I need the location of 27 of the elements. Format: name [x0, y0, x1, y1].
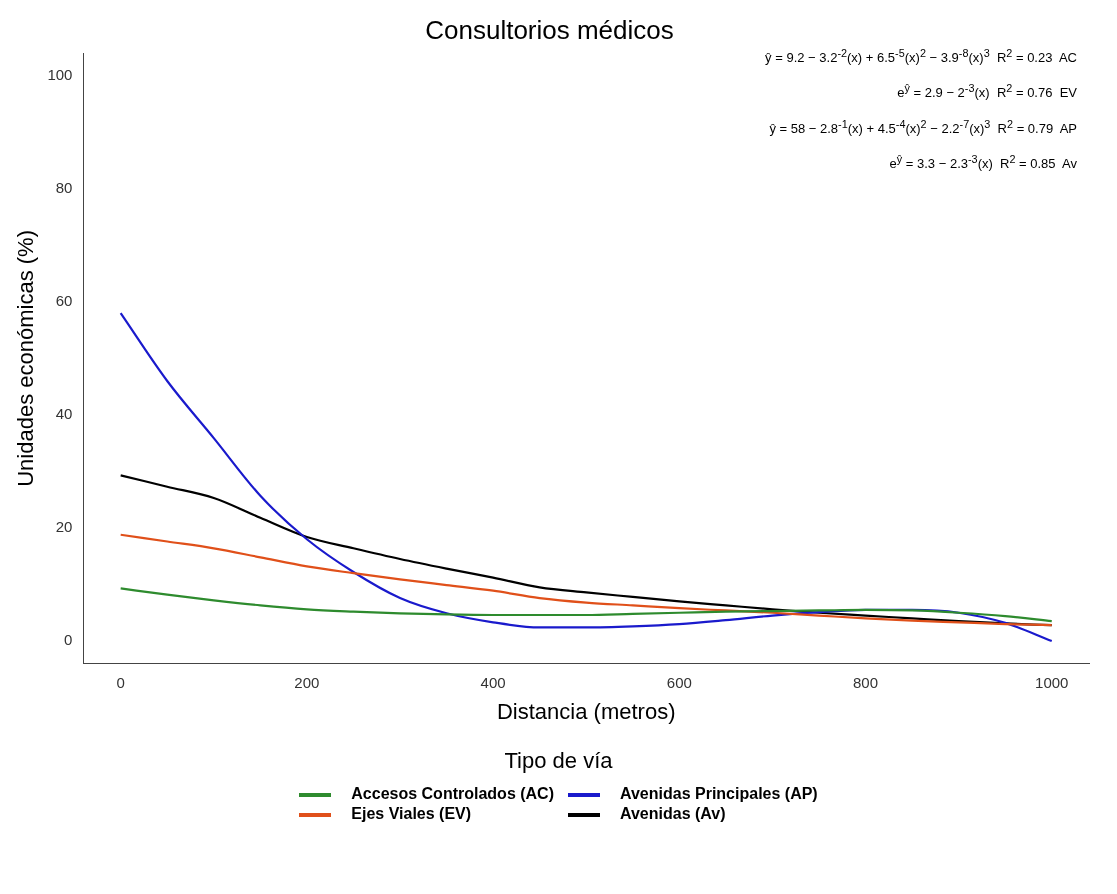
text: ŷ = 58 − 2.8$^{-1}$(x) + 4.5$^{-4}$(x)$^{2}$ − 2.2$^{-7}$(x)$^{3}$ R$^{2}$ = 0.79 AP: [769, 117, 1077, 136]
x-tick-label: 1000: [1035, 673, 1069, 691]
text: ŷ = 9.2 − 3.2$^{-2}$(x) + 6.5$^{-5}$(x)$^{2}$ − 3.9$^{-8}$(x)$^{3}$ R$^{2}$ = 0.23 AC: [765, 47, 1077, 66]
annotation: e$^{ŷ}$ = 2.9 − 2$^{-3}$(x) R$^{2}$ = 0.76 EV: [896, 81, 1077, 103]
y-tick-label: 60: [55, 292, 73, 310]
x-tick-label: 200: [294, 673, 320, 691]
y-tick-label: 100: [47, 65, 73, 83]
legend-label: Accesos Controlados (AC): [351, 785, 554, 802]
line-series: [119, 312, 1053, 643]
x-tick-label: 600: [666, 673, 692, 691]
legend-label: Avenidas Principales (AP): [620, 785, 818, 802]
x-tick-label: 800: [853, 673, 879, 691]
x-tick-label: 400: [480, 673, 506, 691]
annotation: e$^{ŷ}$ = 3.3 − 2.3$^{-3}$(x) R$^{2}$ = 0.85 Av: [888, 152, 1077, 174]
y-axis-title: Unidades económicas (%): [13, 230, 39, 487]
y-tick-label: 0: [64, 631, 73, 649]
line-series: [119, 533, 1053, 627]
x-tick-label: 0: [116, 673, 125, 691]
line-series: [119, 587, 1053, 623]
legend-label: Ejes Viales (EV): [351, 805, 472, 822]
y-tick-label: 20: [55, 518, 73, 536]
chart-title: Consultorios médicos: [425, 14, 674, 45]
y-tick-label: 40: [55, 405, 73, 423]
x-axis-title: Distancia (metros): [496, 698, 676, 724]
legend-label: Avenidas (Av): [620, 805, 726, 822]
legend-title: Tipo de vía: [503, 748, 614, 774]
y-tick-label: 80: [55, 178, 73, 196]
